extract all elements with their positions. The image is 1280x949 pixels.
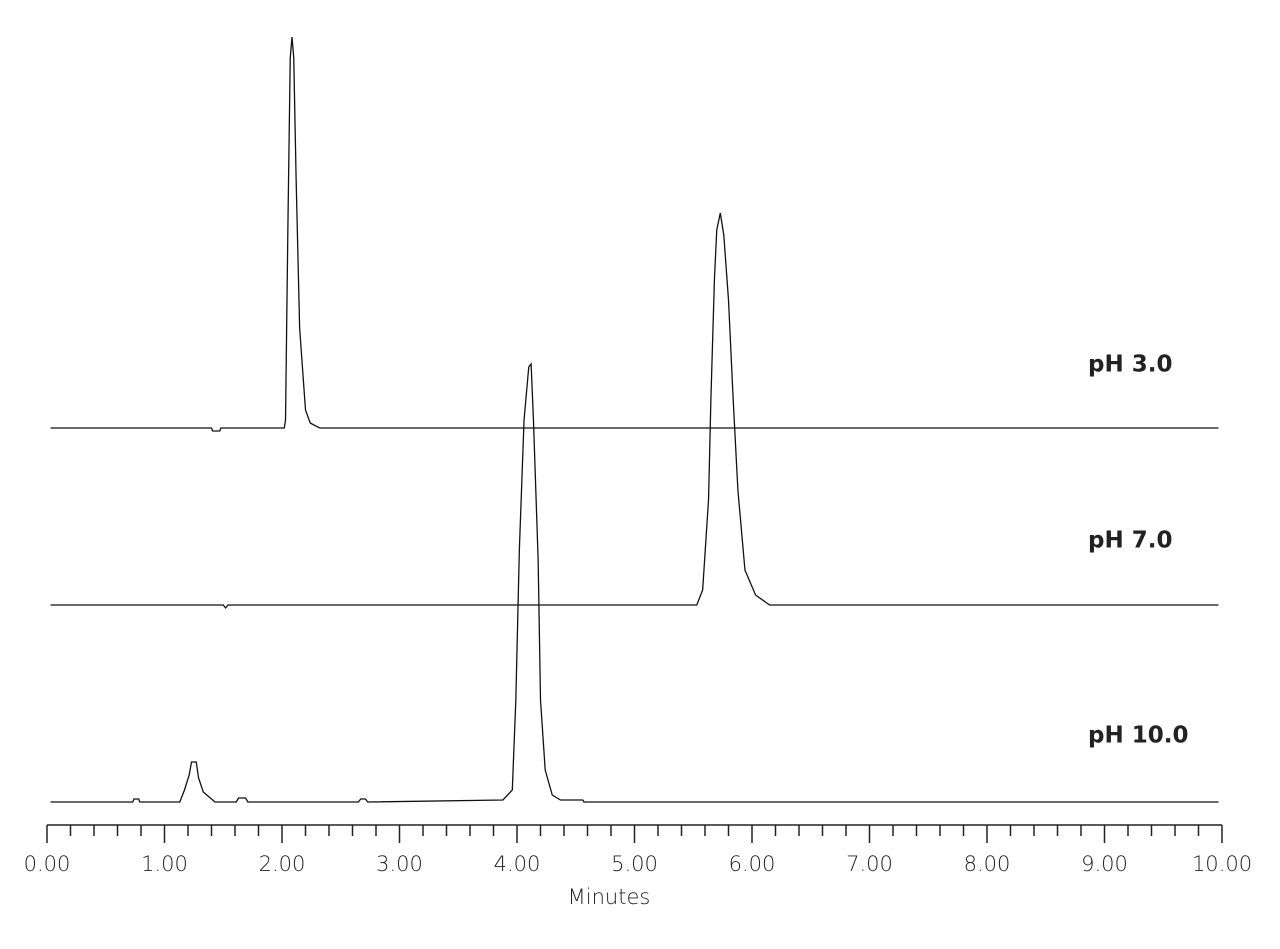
x-tick-label: 10.00 <box>1192 852 1252 876</box>
x-tick-label: 5.00 <box>611 852 658 876</box>
trace <box>50 362 1219 803</box>
x-tick-label: 8.00 <box>964 852 1011 876</box>
x-tick-label: 7.00 <box>846 852 893 876</box>
series-label: pH 10.0 <box>1088 723 1188 749</box>
x-tick-label: 0.00 <box>24 852 71 876</box>
x-tick-label: 9.00 <box>1081 852 1128 876</box>
x-tick-label: 3.00 <box>376 852 423 876</box>
x-tick-label: 6.00 <box>729 852 776 876</box>
trace <box>50 212 1219 610</box>
x-axis-label: Minutes <box>568 885 651 909</box>
series-label: pH 7.0 <box>1088 528 1172 554</box>
x-tick-label: 1.00 <box>141 852 188 876</box>
series-label: pH 3.0 <box>1088 352 1172 378</box>
trace <box>50 36 1219 432</box>
x-tick-label: 2.00 <box>259 852 306 876</box>
x-tick-label: 4.00 <box>494 852 541 876</box>
